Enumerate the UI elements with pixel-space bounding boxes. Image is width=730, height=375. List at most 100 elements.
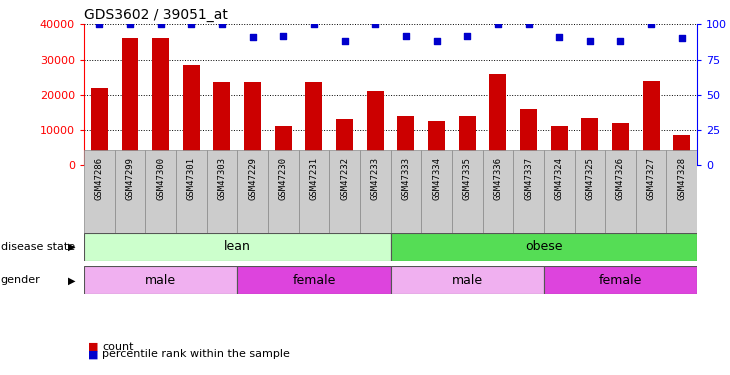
- Point: [461, 33, 473, 39]
- FancyBboxPatch shape: [544, 150, 575, 232]
- Text: male: male: [452, 274, 483, 287]
- Bar: [397, 116, 415, 165]
- Text: GSM47232: GSM47232: [340, 157, 349, 200]
- Bar: [152, 39, 169, 165]
- Point: [124, 21, 136, 27]
- Text: GSM47333: GSM47333: [402, 157, 410, 200]
- Bar: [336, 119, 353, 165]
- Text: disease state: disease state: [1, 242, 75, 252]
- FancyBboxPatch shape: [237, 266, 391, 294]
- Bar: [182, 65, 200, 165]
- Text: count: count: [102, 342, 134, 352]
- FancyBboxPatch shape: [636, 150, 666, 232]
- FancyBboxPatch shape: [483, 150, 513, 232]
- FancyBboxPatch shape: [84, 232, 391, 261]
- Point: [369, 21, 381, 27]
- Text: GSM47328: GSM47328: [677, 157, 686, 200]
- FancyBboxPatch shape: [421, 150, 452, 232]
- Text: GSM47327: GSM47327: [647, 157, 656, 200]
- Text: GSM47300: GSM47300: [156, 157, 165, 200]
- Point: [155, 21, 166, 27]
- FancyBboxPatch shape: [513, 150, 544, 232]
- Text: GSM47233: GSM47233: [371, 157, 380, 200]
- FancyBboxPatch shape: [360, 150, 391, 232]
- Text: GSM47230: GSM47230: [279, 157, 288, 200]
- Text: ▶: ▶: [68, 275, 75, 285]
- Bar: [121, 39, 139, 165]
- FancyBboxPatch shape: [84, 150, 115, 232]
- Text: male: male: [145, 274, 176, 287]
- FancyBboxPatch shape: [84, 266, 237, 294]
- Text: GSM47324: GSM47324: [555, 157, 564, 200]
- FancyBboxPatch shape: [237, 150, 268, 232]
- Point: [308, 21, 320, 27]
- Point: [431, 38, 442, 44]
- Bar: [305, 82, 323, 165]
- Point: [93, 21, 105, 27]
- FancyBboxPatch shape: [268, 150, 299, 232]
- FancyBboxPatch shape: [575, 150, 605, 232]
- Bar: [428, 121, 445, 165]
- Point: [339, 38, 350, 44]
- Bar: [673, 135, 691, 165]
- Text: GSM47229: GSM47229: [248, 157, 257, 200]
- FancyBboxPatch shape: [666, 150, 697, 232]
- Point: [185, 21, 197, 27]
- Bar: [520, 109, 537, 165]
- FancyBboxPatch shape: [176, 150, 207, 232]
- Bar: [550, 126, 568, 165]
- Bar: [458, 116, 476, 165]
- Text: ▶: ▶: [68, 242, 75, 252]
- Text: lean: lean: [224, 240, 250, 253]
- Text: GSM47303: GSM47303: [218, 157, 226, 200]
- Point: [676, 36, 688, 42]
- Bar: [91, 88, 108, 165]
- FancyBboxPatch shape: [605, 150, 636, 232]
- Text: ■: ■: [88, 350, 98, 359]
- Bar: [581, 117, 599, 165]
- Bar: [489, 74, 507, 165]
- Point: [615, 38, 626, 44]
- Point: [492, 21, 504, 27]
- FancyBboxPatch shape: [207, 150, 237, 232]
- Bar: [213, 82, 231, 165]
- Text: female: female: [292, 274, 336, 287]
- FancyBboxPatch shape: [299, 150, 329, 232]
- Bar: [612, 123, 629, 165]
- Text: GDS3602 / 39051_at: GDS3602 / 39051_at: [84, 8, 228, 22]
- Point: [216, 21, 228, 27]
- Point: [247, 34, 258, 40]
- Text: GSM47231: GSM47231: [310, 157, 318, 200]
- Bar: [274, 126, 292, 165]
- Text: GSM47301: GSM47301: [187, 157, 196, 200]
- Text: GSM47326: GSM47326: [616, 157, 625, 200]
- Text: obese: obese: [525, 240, 563, 253]
- FancyBboxPatch shape: [115, 150, 145, 232]
- Text: gender: gender: [1, 275, 40, 285]
- Text: GSM47286: GSM47286: [95, 157, 104, 200]
- FancyBboxPatch shape: [452, 150, 483, 232]
- Point: [553, 34, 565, 40]
- FancyBboxPatch shape: [145, 150, 176, 232]
- Bar: [244, 82, 261, 165]
- Point: [523, 21, 534, 27]
- Bar: [366, 91, 384, 165]
- Point: [277, 33, 289, 39]
- FancyBboxPatch shape: [391, 232, 697, 261]
- Bar: [642, 81, 660, 165]
- Text: female: female: [599, 274, 642, 287]
- Text: GSM47335: GSM47335: [463, 157, 472, 200]
- FancyBboxPatch shape: [544, 266, 697, 294]
- Text: GSM47299: GSM47299: [126, 157, 134, 200]
- Text: percentile rank within the sample: percentile rank within the sample: [102, 350, 290, 359]
- Point: [584, 38, 596, 44]
- FancyBboxPatch shape: [329, 150, 360, 232]
- Text: GSM47337: GSM47337: [524, 157, 533, 200]
- FancyBboxPatch shape: [391, 150, 421, 232]
- Text: GSM47334: GSM47334: [432, 157, 441, 200]
- Text: ■: ■: [88, 342, 98, 352]
- Point: [400, 33, 412, 39]
- Text: GSM47336: GSM47336: [493, 157, 502, 200]
- FancyBboxPatch shape: [391, 266, 544, 294]
- Text: GSM47325: GSM47325: [585, 157, 594, 200]
